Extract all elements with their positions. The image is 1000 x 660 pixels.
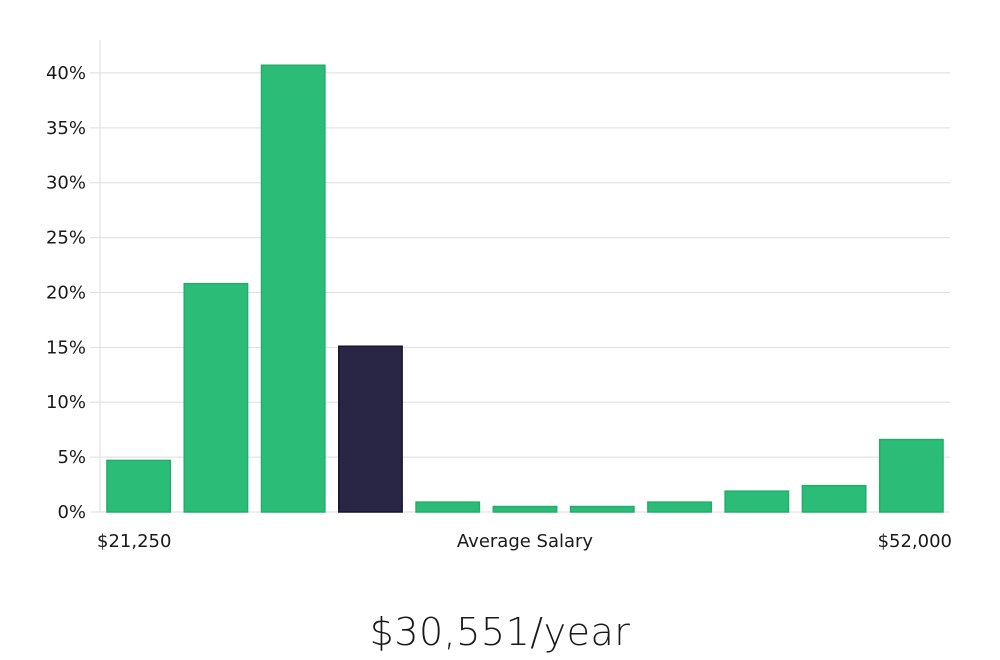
bar xyxy=(724,490,790,513)
bar-highlighted xyxy=(338,345,403,513)
y-tick-label: 30% xyxy=(46,173,86,194)
bar xyxy=(801,484,867,513)
average-salary-caption: $30,551/year xyxy=(369,610,631,654)
x-label-center: Average Salary xyxy=(457,531,594,552)
bar xyxy=(106,459,172,513)
x-label-max: $52,000 xyxy=(878,531,952,552)
bar-layer xyxy=(106,64,944,513)
bar xyxy=(647,501,712,513)
y-tick-label: 15% xyxy=(46,337,86,358)
histogram-svg: 0% 5% 10% 15% 20% 25% 30% 35% 40% $21,250 Averag… xyxy=(46,40,952,552)
label-layer: $21,250 Average Salary $52,000 xyxy=(97,531,952,552)
x-label-min: $21,250 xyxy=(97,531,171,552)
bar xyxy=(415,501,481,513)
y-tick-label: 10% xyxy=(46,392,86,413)
y-tick-label: 5% xyxy=(57,447,86,468)
grid-layer: 0% 5% 10% 15% 20% 25% 30% 35% 40% xyxy=(46,40,950,523)
bar xyxy=(492,505,558,513)
bar xyxy=(878,438,944,513)
y-tick-label: 20% xyxy=(46,282,86,303)
bar xyxy=(260,64,326,513)
y-tick-label: 0% xyxy=(57,502,86,523)
y-tick-label: 40% xyxy=(46,63,86,84)
bar xyxy=(569,505,635,513)
y-tick-label: 35% xyxy=(46,118,86,139)
y-tick-label: 25% xyxy=(46,228,86,249)
bar xyxy=(183,282,249,513)
